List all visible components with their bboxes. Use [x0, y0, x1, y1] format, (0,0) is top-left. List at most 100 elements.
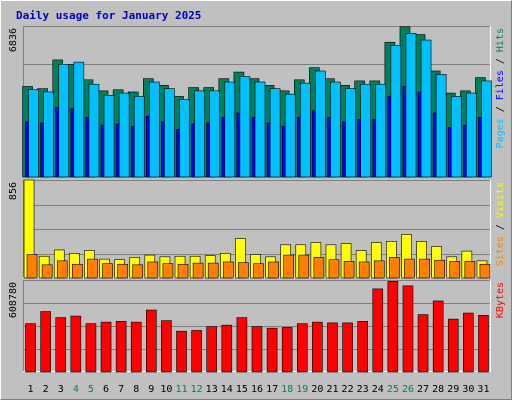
kbytes-legend: KBytes [495, 282, 506, 318]
kbytes-bar-kbytes-1 [25, 323, 36, 373]
kbytes-bar-kbytes-28 [432, 300, 444, 373]
hits-files-pages-bar-pages-22 [345, 88, 356, 178]
day-label-12: 12 [191, 384, 203, 395]
kbytes-bar-kbytes-13 [206, 326, 218, 373]
day-label-27: 27 [417, 384, 429, 395]
day-label-9: 9 [148, 384, 154, 395]
kbytes-bar-kbytes-17 [266, 327, 278, 373]
kbytes-bar-kbytes-26 [402, 285, 414, 373]
visits-sites-bar-sites-11 [177, 263, 189, 279]
hits-files-pages-bar-pages-15 [239, 76, 251, 178]
visits-sites-bar-sites-20 [313, 257, 325, 279]
kbytes-bar-kbytes-2 [40, 311, 51, 373]
visits-sites-bar-sites-29 [449, 261, 461, 279]
kbytes-bar-kbytes-19 [296, 323, 308, 373]
visits-sites-bar-sites-16 [253, 263, 264, 279]
day-label-8: 8 [133, 384, 139, 395]
day-label-10: 10 [160, 384, 172, 395]
day-label-18: 18 [281, 384, 293, 395]
visits-sites-bar-sites-28 [434, 259, 445, 279]
day-label-5: 5 [88, 384, 94, 395]
kbytes-bar-kbytes-31 [478, 315, 489, 373]
visits-sites-bar-sites-14 [223, 261, 234, 279]
visits-sites-bar-sites-7 [117, 263, 128, 279]
kbytes-bar-kbytes-5 [85, 323, 97, 373]
visits-sites-bar-sites-22 [343, 261, 355, 279]
day-label-17: 17 [266, 384, 278, 395]
day-label-22: 22 [342, 384, 354, 395]
visits-sites-bar-sites-1 [26, 254, 38, 279]
hits-files-pages-bar-pages-5 [88, 83, 100, 178]
hits-files-pages-bar-pages-30 [466, 92, 477, 178]
hits-files-pages-legend-hits: Hits [495, 28, 506, 52]
visits-sites-bar-sites-26 [404, 258, 415, 279]
hits-files-pages-bar-pages-2 [43, 91, 54, 178]
hits-files-pages-bar-pages-25 [390, 45, 402, 178]
kbytes-bar-kbytes-4 [70, 315, 82, 373]
day-label-4: 4 [73, 384, 79, 395]
visits-sites-bar-sites-23 [358, 261, 370, 279]
hits-files-pages-bar-pages-7 [118, 92, 130, 178]
visits-sites-max-label: 856 [8, 182, 19, 200]
hits-files-pages-bar-pages-18 [284, 93, 296, 178]
day-label-25: 25 [387, 384, 399, 395]
day-label-23: 23 [357, 384, 369, 395]
hits-files-pages-bar-pages-9 [149, 81, 160, 178]
hits-files-pages-max-label: 6836 [8, 28, 19, 52]
hits-files-pages-bar-pages-6 [103, 94, 115, 178]
visits-sites-bar-sites-18 [283, 254, 294, 279]
hits-files-pages-bar-pages-14 [224, 81, 236, 178]
hits-files-pages-bar-pages-11 [179, 99, 190, 178]
day-label-13: 13 [206, 384, 218, 395]
kbytes-bar-kbytes-10 [161, 320, 172, 373]
kbytes-legend-kbytes: KBytes [495, 282, 506, 318]
hits-files-pages-bar-pages-4 [73, 61, 85, 178]
visits-sites-bar-sites-6 [102, 263, 113, 279]
day-label-2: 2 [43, 384, 49, 395]
day-label-6: 6 [103, 384, 109, 395]
day-label-24: 24 [372, 384, 384, 395]
hits-files-pages-legend-pages: Pages [495, 118, 506, 148]
visits-sites-bar-sites-27 [419, 258, 430, 279]
day-label-29: 29 [447, 384, 459, 395]
day-label-1: 1 [28, 384, 34, 395]
hits-files-pages-bar-pages-19 [299, 82, 311, 178]
hits-files-pages-bar-pages-31 [481, 80, 492, 178]
hits-files-pages-bar-pages-16 [254, 81, 266, 178]
hits-files-pages-bar-pages-27 [420, 39, 432, 178]
day-label-28: 28 [432, 384, 444, 395]
kbytes-bar-kbytes-27 [417, 314, 429, 373]
kbytes-bar-kbytes-21 [327, 322, 338, 373]
kbytes-bar-kbytes-9 [146, 309, 157, 373]
hits-files-pages-bar-pages-8 [133, 96, 145, 178]
kbytes-bar-kbytes-8 [130, 321, 142, 373]
day-label-26: 26 [402, 384, 414, 395]
visits-sites-bar-sites-4 [72, 263, 83, 279]
hits-files-pages-bar-pages-24 [375, 83, 387, 178]
kbytes-bar-kbytes-11 [176, 330, 187, 373]
kbytes-bar-kbytes-6 [100, 321, 112, 373]
hits-files-pages-bar-pages-23 [360, 83, 371, 178]
visits-sites-bar-sites-21 [328, 259, 340, 279]
kbytes-bar-kbytes-22 [342, 322, 353, 373]
visits-sites-legend-separator: / [495, 218, 506, 236]
visits-sites-bar-sites-8 [132, 264, 144, 279]
hits-files-pages-bar-pages-26 [405, 33, 417, 178]
hits-files-pages-bar-pages-17 [269, 88, 281, 178]
visits-sites-bar-sites-15 [238, 262, 249, 279]
day-label-11: 11 [175, 384, 187, 395]
kbytes-bar-kbytes-14 [221, 324, 233, 373]
visits-sites-bar-sites-12 [192, 262, 204, 279]
visits-sites-bar-sites-19 [298, 254, 310, 279]
hits-files-pages-bar-pages-13 [209, 90, 221, 178]
visits-sites-bar-sites-5 [87, 258, 98, 279]
kbytes-bar-kbytes-18 [281, 327, 293, 373]
day-label-7: 7 [118, 384, 124, 395]
chart-marks [22, 26, 492, 373]
visits-sites-bar-sites-2 [41, 264, 53, 279]
visits-sites-legend-visits: Visits [495, 182, 506, 218]
day-label-21: 21 [326, 384, 338, 395]
visits-sites-bar-sites-30 [464, 261, 476, 279]
visits-sites-bar-sites-3 [56, 260, 68, 279]
